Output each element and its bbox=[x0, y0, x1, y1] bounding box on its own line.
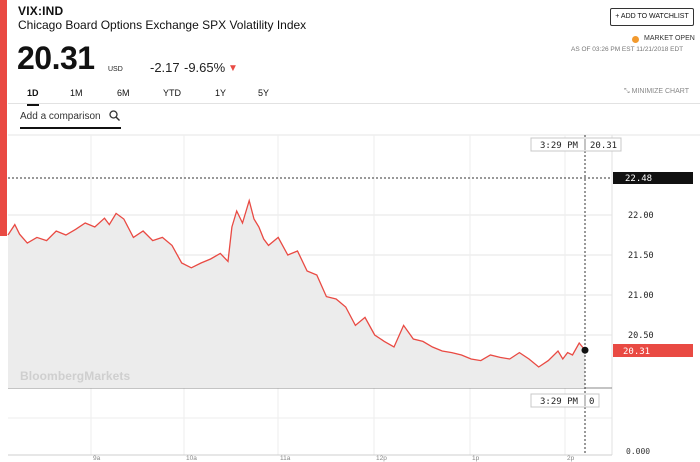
last-price: 20.31 bbox=[17, 40, 95, 76]
currency-label: USD bbox=[108, 66, 123, 73]
add-comparison-label: Add a comparison bbox=[20, 111, 101, 122]
add-comparison-input[interactable]: Add a comparison bbox=[20, 110, 121, 129]
last-price-value: 20.31 bbox=[623, 347, 650, 357]
accent-bar bbox=[0, 0, 7, 236]
minimize-chart-button[interactable]: ⤡ MINIMIZE CHART bbox=[624, 88, 689, 96]
price-tick-label: 20.50 bbox=[628, 331, 654, 341]
price-change: -2.17 bbox=[150, 60, 180, 75]
time-tick-label: 9a bbox=[93, 455, 101, 462]
tab-5y[interactable]: 5Y bbox=[258, 88, 270, 98]
down-arrow-icon: ▼ bbox=[228, 63, 238, 74]
price-axis: 22.00 21.50 21.00 20.50 bbox=[628, 211, 654, 341]
tab-6m[interactable]: 6M bbox=[117, 88, 130, 98]
time-tick-label: 2p bbox=[567, 455, 575, 462]
price-tick-label: 21.50 bbox=[628, 251, 654, 261]
price-line bbox=[7, 198, 586, 368]
time-tick-label: 12p bbox=[376, 455, 387, 462]
crosshair-time-bottom: 3:29 PM bbox=[540, 397, 579, 407]
volume-axis-tick: 0.000 bbox=[626, 447, 650, 456]
crosshair-point bbox=[581, 346, 589, 354]
market-status-label: MARKET OPEN bbox=[644, 35, 695, 42]
index-name: Chicago Board Options Exchange SPX Volat… bbox=[18, 18, 307, 32]
price-tick-label: 22.00 bbox=[628, 211, 654, 221]
time-tick-label: 11a bbox=[280, 455, 291, 462]
crosshair-price-box bbox=[530, 137, 622, 152]
as-of-timestamp: AS OF 03:26 PM EST 11/21/2018 EDT bbox=[571, 46, 684, 53]
previous-close-value: 22.48 bbox=[625, 174, 652, 184]
price-area bbox=[8, 200, 585, 388]
crosshair-volume-box bbox=[530, 393, 600, 408]
minimize-chart-label: MINIMIZE CHART bbox=[631, 88, 689, 95]
search-icon[interactable] bbox=[109, 110, 120, 121]
crosshair-time-top: 3:29 PM bbox=[540, 141, 579, 151]
time-tick-label: 1p bbox=[472, 455, 480, 462]
tabs-divider bbox=[8, 103, 700, 104]
price-change-percent: -9.65% bbox=[184, 60, 226, 75]
tab-1d[interactable]: 1D bbox=[27, 88, 39, 106]
bloomberg-watermark: BloombergMarkets bbox=[20, 369, 131, 383]
time-axis: 9a 10a 11a 12p 1p 2p bbox=[93, 455, 575, 462]
last-price-badge bbox=[613, 344, 693, 357]
market-status-dot-icon bbox=[632, 36, 639, 43]
add-to-watchlist-button[interactable]: + ADD TO WATCHLIST bbox=[610, 8, 694, 26]
previous-close-badge bbox=[613, 172, 693, 184]
time-tick-label: 10a bbox=[186, 455, 197, 462]
tab-ytd[interactable]: YTD bbox=[163, 88, 181, 98]
minimize-icon: ⤡ bbox=[624, 88, 630, 95]
tab-1y[interactable]: 1Y bbox=[215, 88, 227, 98]
ticker-symbol: VIX:IND bbox=[18, 4, 64, 18]
crosshair-price: 20.31 bbox=[590, 141, 617, 151]
price-tick-label: 21.00 bbox=[628, 291, 654, 301]
crosshair-volume: 0 bbox=[589, 397, 594, 407]
tab-1m[interactable]: 1M bbox=[70, 88, 83, 98]
